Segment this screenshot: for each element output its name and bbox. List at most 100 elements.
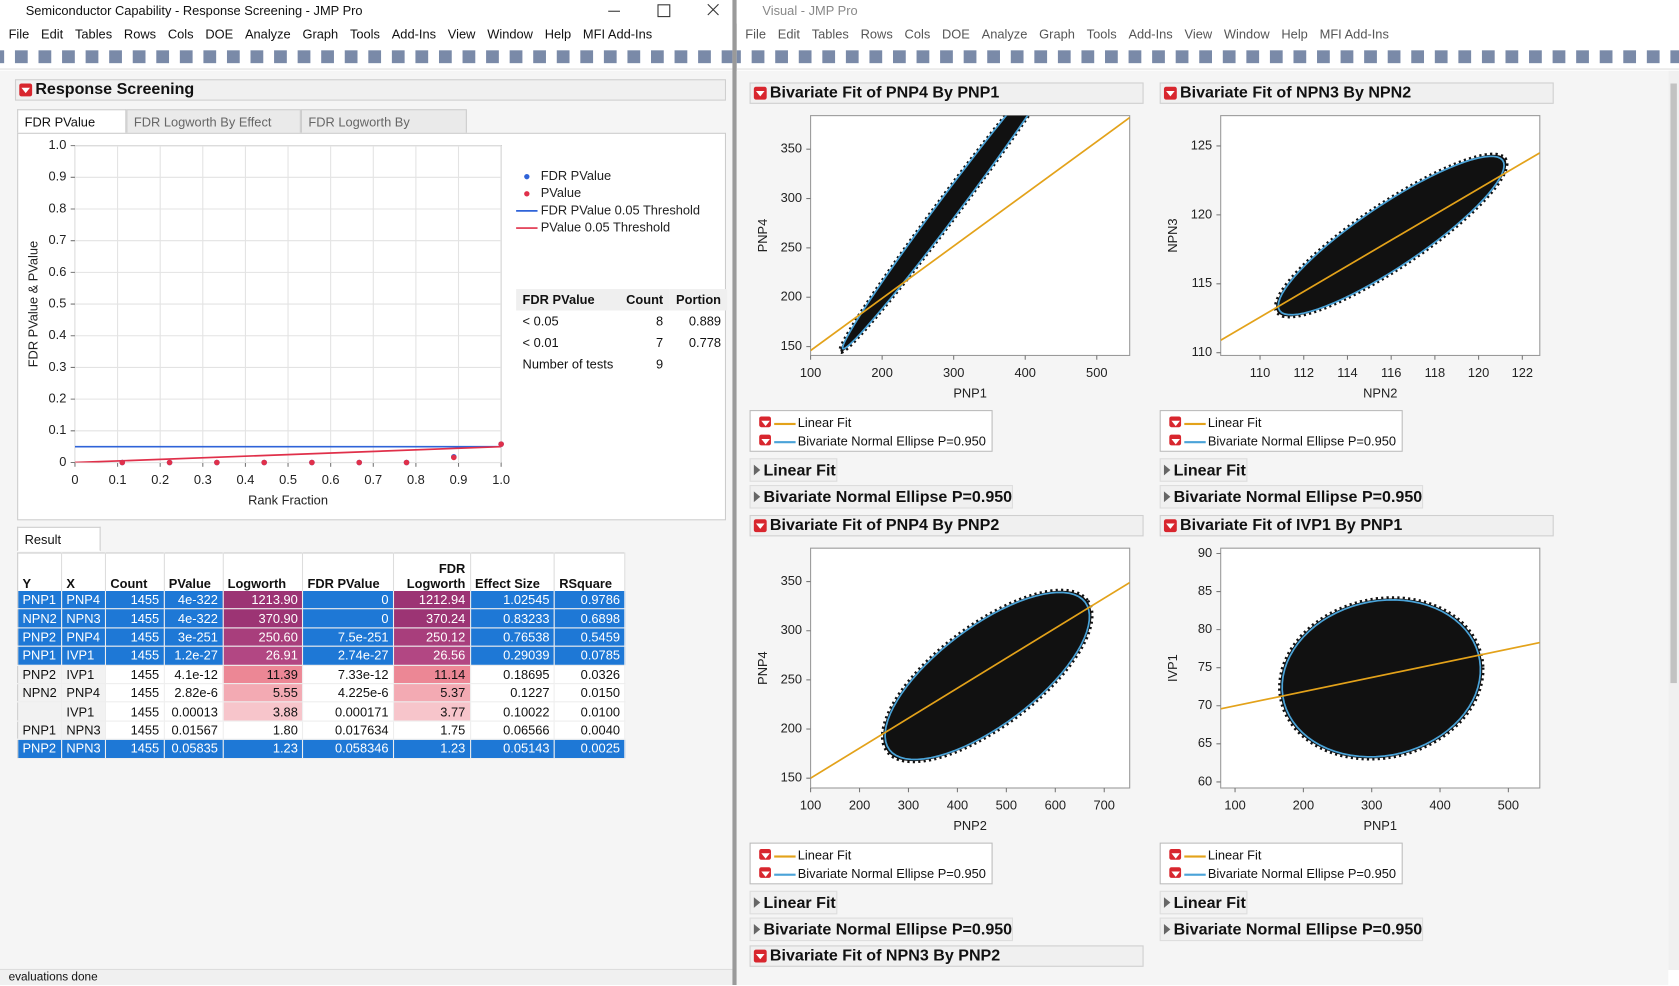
red-triangle-menu[interactable] [759,435,771,446]
menu-item[interactable]: Cols [905,27,931,42]
legend-label: Bivariate Normal Ellipse P=0.950 [1208,434,1396,449]
menu-item[interactable]: Window [487,27,533,42]
menu-item[interactable]: Cols [168,27,194,42]
table-row[interactable]: PNP1PNP414554e-3221213.9001212.941.02545… [18,590,625,609]
report-header[interactable]: Bivariate Fit of IVP1 By PNP1 [1160,515,1554,536]
outline-node[interactable]: Bivariate Normal Ellipse P=0.950 [750,485,1014,509]
menu-item[interactable]: DOE [205,27,233,42]
table-row[interactable]: PNP2NPN314550.058351.230.0583461.230.051… [18,739,625,758]
legend: Linear FitBivariate Normal Ellipse P=0.9… [1160,843,1403,885]
report-header[interactable]: Response Screening [15,79,726,100]
menu-item[interactable]: MFI Add-Ins [1320,27,1389,42]
red-triangle-menu[interactable] [759,416,771,427]
table-row[interactable]: PNP2IVP114554.1e-1211.397.33e-1211.140.1… [18,665,625,684]
result-tab[interactable]: Result Table [17,527,101,552]
column-header: Effect Size [470,553,554,590]
y-tick-label: 150 [781,338,802,353]
y-tick-label: 300 [781,190,802,205]
menu-item[interactable]: DOE [942,27,970,42]
report-header[interactable]: Bivariate Fit of PNP4 By PNP2 [750,515,1144,536]
x-axis-label: NPN2 [1363,385,1397,400]
tab[interactable]: FDR Logworth By Effect Size [126,109,301,134]
red-triangle-menu[interactable] [1169,435,1181,446]
red-triangle-menu[interactable] [759,849,771,860]
menu-item[interactable]: Edit [41,27,63,42]
red-triangle-menu[interactable] [1169,867,1181,878]
menu-item[interactable]: Tables [75,27,112,42]
report-header[interactable]: Bivariate Fit of NPN3 By PNP2 [750,945,1144,966]
menu-item[interactable]: Add-Ins [1128,27,1172,42]
menu-item[interactable]: Rows [861,27,893,42]
scrollbar[interactable] [1668,71,1679,970]
menu-item[interactable]: Help [545,27,571,42]
red-triangle-menu[interactable] [1169,849,1181,860]
table-cell: 4e-322 [164,590,223,609]
outline-node[interactable]: Linear Fit [1160,458,1247,482]
legend-marker [524,191,529,196]
table-cell: 3e-251 [164,628,223,647]
x-tick-label: 114 [1337,365,1357,380]
table-row[interactable]: NPN2NPN314554e-322370.900370.240.832330.… [18,609,625,628]
menu-item[interactable]: Tools [1087,27,1117,42]
report-title: Response Screening [35,80,194,98]
maximize-button[interactable] [657,4,670,17]
tab[interactable]: FDR Logworth By RSquare [301,109,467,134]
red-triangle-menu[interactable] [1169,416,1181,427]
bivariate-report: Bivariate Fit of PNP4 By PNP1 10020030040… [750,82,1146,510]
minimize-button[interactable] [608,11,620,12]
table-cell: IVP1 [62,646,106,665]
tab[interactable]: FDR PValue Plot [17,109,126,134]
table-row[interactable]: PNP1NPN314550.015671.800.0176341.750.065… [18,721,625,740]
legend-label: PValue [541,185,581,200]
outline-node[interactable]: Bivariate Normal Ellipse P=0.950 [1160,485,1424,509]
red-triangle-menu[interactable] [1164,519,1177,532]
table-cell: 0 [303,590,394,609]
menu-item[interactable]: Tools [350,27,380,42]
menu-item[interactable]: Analyze [245,27,291,42]
table-row[interactable]: IVP114550.000133.880.0001713.770.100220.… [18,702,625,721]
table-cell: 0.0040 [554,721,624,740]
x-tick-label: 118 [1425,365,1445,380]
outline-node[interactable]: Linear Fit [750,458,837,482]
red-triangle-menu[interactable] [754,950,767,963]
menu-item[interactable]: Graph [302,27,338,42]
menu-item[interactable]: MFI Add-Ins [583,27,652,42]
red-triangle-menu[interactable] [754,519,767,532]
menu-item[interactable]: Add-Ins [392,27,436,42]
outline-node[interactable]: Bivariate Normal Ellipse P=0.950 [1160,918,1424,942]
menu-item[interactable]: View [448,27,476,42]
close-button[interactable] [707,3,720,16]
scroll-thumb[interactable] [1670,84,1676,684]
report-header[interactable]: Bivariate Fit of NPN3 By NPN2 [1160,82,1554,103]
red-triangle-menu[interactable] [759,867,771,878]
red-triangle-menu[interactable] [19,84,32,97]
scatter-plot: 10020030040050060657075808590PNP1IVP1 [1160,539,1556,837]
outline-node[interactable]: Linear Fit [1160,891,1247,915]
menu-item[interactable]: Window [1224,27,1270,42]
menu-item[interactable]: File [9,27,30,42]
disclosure-icon [754,924,760,935]
table-cell: PNP1 [18,721,62,740]
column-header: FDR Logworth [393,553,470,590]
table-cell: 1455 [106,684,164,703]
table-row[interactable]: NPN2PNP414552.82e-65.554.225e-65.370.122… [18,684,625,703]
red-triangle-menu[interactable] [1164,87,1177,100]
y-tick-label: 0.3 [49,359,67,374]
menu-item[interactable]: File [745,27,766,42]
outline-node[interactable]: Bivariate Normal Ellipse P=0.950 [750,918,1014,942]
menu-item[interactable]: Graph [1039,27,1075,42]
table-cell: PNP1 [18,646,62,665]
menu-item[interactable]: Analyze [982,27,1028,42]
menu-item[interactable]: Rows [124,27,156,42]
table-row[interactable]: PNP1IVP114551.2e-2726.912.74e-2726.560.2… [18,646,625,665]
red-triangle-menu[interactable] [754,87,767,100]
scatter-plot: 100200300400500150200250300350PNP1PNP4 [750,106,1146,404]
menu-item[interactable]: Edit [778,27,800,42]
menu-item[interactable]: Tables [812,27,849,42]
outline-node[interactable]: Linear Fit [750,891,837,915]
report-header[interactable]: Bivariate Fit of PNP4 By PNP1 [750,82,1144,103]
menu-item[interactable]: View [1185,27,1213,42]
window-title: Semiconductor Capability - Response Scre… [0,0,732,24]
menu-item[interactable]: Help [1281,27,1307,42]
table-row[interactable]: PNP2PNP414553e-251250.607.5e-251250.120.… [18,628,625,647]
